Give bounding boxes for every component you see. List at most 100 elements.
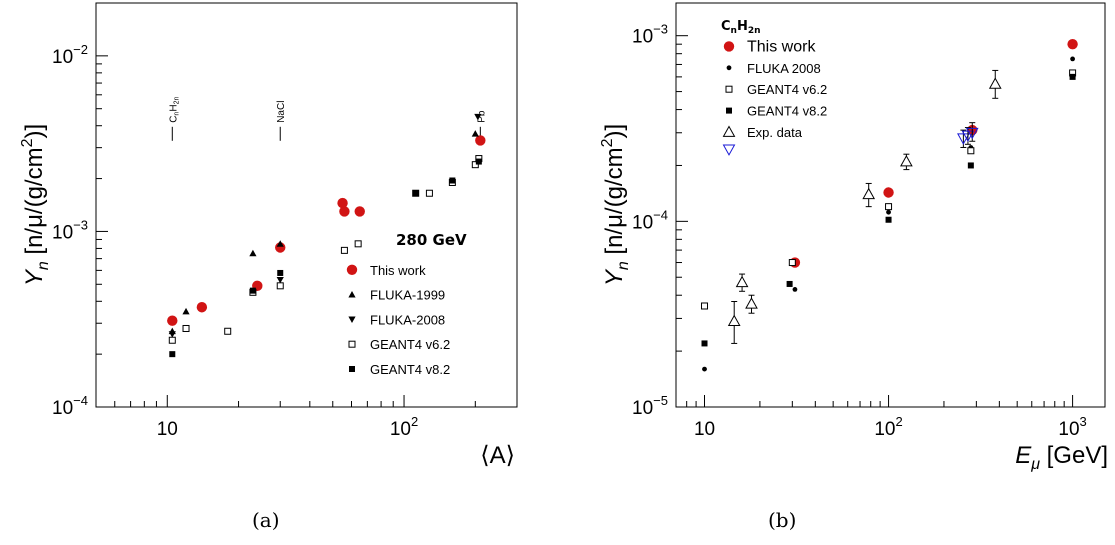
caption-b: (b) [768,508,797,532]
data-point [965,127,979,140]
legend-label: GEANT4 v6.2 [747,82,827,97]
legend-label: FLUKA 2008 [747,61,821,76]
data-point [885,203,893,211]
y-tick-label: 10−2 [52,42,88,68]
y-tick-label: 10−5 [632,393,668,419]
legend-label: This work [747,38,816,55]
annotation-label: NaCl [276,101,287,123]
data-point [883,187,894,198]
data-point [702,366,707,372]
legend-title: 280 GeV [396,231,467,249]
chart-panel-a: 10 102 10−4 10−3 10−2 Yn [n/μ/(g/cm2)] ⟨A⟩ CnH2… [19,2,518,469]
data-point [471,130,479,137]
x-tick-label: 103 [1058,414,1086,440]
axis-ticks [675,35,1074,408]
series [169,158,482,358]
data-point [701,340,708,347]
legend-marker [722,144,736,156]
data-point [745,297,758,309]
legend-marker [349,366,355,372]
caption-a: (a) [252,508,280,532]
x-tick-label: 10 [694,419,715,440]
legend-label: FLUKA-1999 [370,288,445,303]
data-point [967,162,974,169]
data-point [886,209,891,215]
data-point [474,113,482,121]
data-point [900,154,913,167]
data-point [249,249,257,257]
legend: CnH2n This work FLUKA 2008 GEANT4 v6.2 GEANT… [721,19,827,156]
data-point [276,282,284,290]
data-point [792,286,798,292]
data-point [1069,73,1076,80]
data-point [249,287,256,294]
data-point [354,206,365,217]
legend-marker [346,264,358,275]
data-point [196,302,208,313]
legend-marker [726,65,732,71]
data-point [1070,56,1075,62]
data-point [168,331,176,338]
y-tick-label: 10−3 [632,22,668,48]
data-point [957,133,970,145]
legend-label: GEANT4 v8.2 [370,362,450,377]
legend-marker [348,291,356,298]
data-point [701,302,709,310]
annotation-label: CnH2n [168,97,180,123]
data-point [862,187,876,200]
data-point [449,177,456,184]
plot-frame [675,2,1106,408]
series [957,122,979,148]
data-point [967,147,975,155]
legend-marker [726,107,732,114]
data-point [276,276,284,284]
legend-label: GEANT4 v8.2 [747,104,827,119]
x-axis-label: ⟨A⟩ [480,442,515,469]
legend-marker [722,125,736,137]
x-tick-label: 10 [157,419,178,440]
series [701,73,1076,347]
data-point [275,242,286,253]
legend-label: This work [370,263,426,278]
data-point [412,190,419,197]
data-point [788,259,796,267]
data-point [169,351,176,358]
data-point [475,135,486,146]
data-point [167,315,178,326]
y-axis-label: Yn [n/μ/(g/cm2)] [599,124,632,286]
legend-marker [723,41,735,52]
data-point [1067,38,1078,50]
legend-title: CnH2n [721,19,761,36]
data-point [182,307,190,315]
chart-panel-b: 10 102 103 10−5 10−4 10−3 Yn [n/μ/(g/cm2)] Eμ [… [599,2,1108,473]
y-tick-label: 10−4 [632,207,668,233]
legend-label: FLUKA-2008 [370,312,445,327]
data-point [340,246,348,254]
series [168,113,482,338]
y-tick-label: 10−3 [52,217,88,243]
plot-frame [95,2,518,408]
data-point [277,269,284,276]
legend: 280 GeV This work FLUKA-1999 FLUKA-2008 GEAN… [346,231,467,377]
data-point [168,336,176,344]
data-point [727,314,741,327]
data-point [182,324,190,332]
data-point [988,77,1002,89]
data-point [786,280,793,287]
legend-marker [348,316,356,323]
x-axis-label: Eμ [GeV] [1015,442,1108,473]
series [789,38,1078,268]
legend-marker [348,340,356,348]
legend-label: Exp. data [747,125,803,140]
data-point [885,216,892,223]
data-point [425,189,433,197]
data-point [471,161,479,169]
legend-label: GEANT4 v6.2 [370,337,450,352]
series [701,69,1077,310]
data-point [337,197,348,209]
axis-ticks [95,2,518,408]
data-point [276,240,284,247]
x-tick-label: 102 [874,414,902,440]
legend-marker [725,85,733,93]
